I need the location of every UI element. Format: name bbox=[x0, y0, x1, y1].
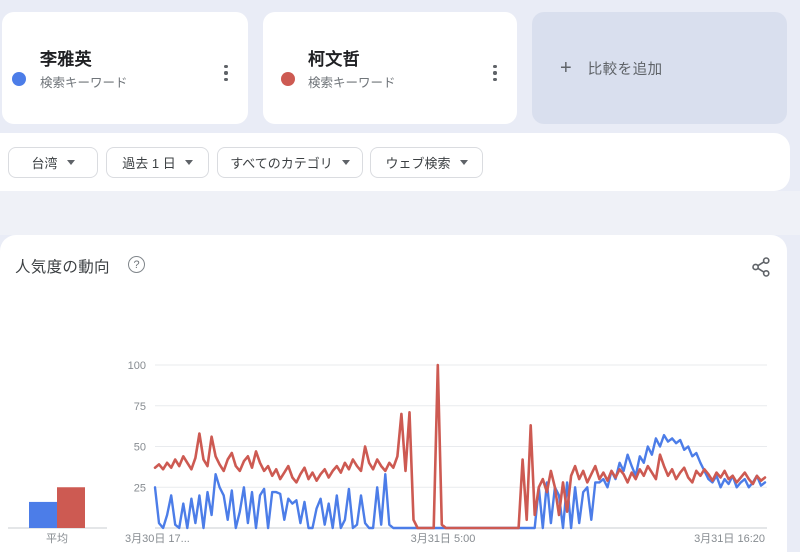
plus-icon: + bbox=[560, 56, 572, 79]
chevron-down-icon bbox=[66, 160, 75, 165]
term-keyword: 李雅英 bbox=[40, 50, 92, 69]
svg-text:3月30日 17...: 3月30日 17... bbox=[125, 533, 190, 545]
svg-text:25: 25 bbox=[134, 482, 146, 494]
category-filter-dropdown[interactable]: すべてのカテゴリ bbox=[217, 147, 363, 178]
term-type-label: 検索キーワード bbox=[40, 76, 128, 90]
region-filter-dropdown[interactable]: 台湾 bbox=[8, 147, 98, 178]
help-icon[interactable]: ? bbox=[128, 256, 145, 273]
trend-line-chart: 25 50 75 100 平均 3月30日 17... 3月31日 5:00 3月31日 16… bbox=[8, 360, 767, 545]
term-card-2[interactable]: 柯文哲 検索キーワード bbox=[263, 12, 517, 124]
time-filter-dropdown[interactable]: 過去 1 日 bbox=[106, 147, 209, 178]
section-title: 人気度の動向 bbox=[15, 259, 110, 276]
filter-bar: 台湾 過去 1 日 すべてのカテゴリ ウェブ検索 bbox=[0, 133, 790, 191]
chevron-down-icon bbox=[341, 160, 350, 165]
search-type-filter-dropdown[interactable]: ウェブ検索 bbox=[370, 147, 483, 178]
share-button[interactable] bbox=[749, 255, 773, 279]
interest-over-time-card: 人気度の動向 ? 25 50 75 100 平均 3月30日 17... 3月31日 5:0… bbox=[0, 235, 787, 552]
search-type-filter-label: ウェブ検索 bbox=[385, 156, 451, 171]
chevron-down-icon bbox=[184, 160, 193, 165]
region-filter-label: 台湾 bbox=[31, 156, 58, 171]
term-type-label: 検索キーワード bbox=[308, 76, 396, 90]
series-color-dot-red bbox=[281, 72, 295, 86]
svg-text:75: 75 bbox=[134, 401, 146, 413]
category-filter-label: すべてのカテゴリ bbox=[230, 156, 333, 171]
svg-text:3月31日 16:20: 3月31日 16:20 bbox=[694, 533, 765, 545]
series-color-dot-blue bbox=[12, 72, 26, 86]
svg-text:50: 50 bbox=[134, 442, 146, 454]
svg-text:平均: 平均 bbox=[46, 532, 68, 545]
term-keyword: 柯文哲 bbox=[308, 50, 360, 69]
chevron-down-icon bbox=[459, 160, 468, 165]
section-divider bbox=[0, 191, 800, 235]
add-comparison-label: 比較を追加 bbox=[587, 61, 663, 78]
term-menu-button[interactable] bbox=[485, 60, 505, 86]
term-card-1[interactable]: 李雅英 検索キーワード bbox=[2, 12, 248, 124]
svg-text:100: 100 bbox=[128, 360, 146, 372]
add-comparison-card[interactable]: + 比較を追加 bbox=[532, 12, 787, 124]
time-filter-label: 過去 1 日 bbox=[122, 156, 176, 171]
svg-text:3月31日 5:00: 3月31日 5:00 bbox=[411, 533, 476, 545]
share-icon bbox=[752, 257, 770, 277]
term-menu-button[interactable] bbox=[216, 60, 236, 86]
